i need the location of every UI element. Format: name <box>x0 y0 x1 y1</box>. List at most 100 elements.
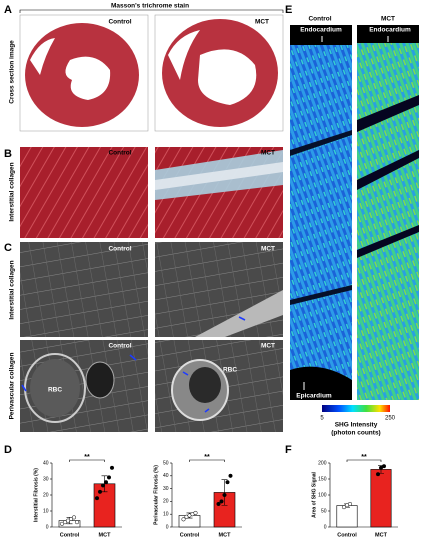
y-axis-label: Interstitial Fibrosis (%) <box>33 468 39 522</box>
y-tick-label: 10 <box>163 512 169 518</box>
group-label: MCT <box>261 150 275 157</box>
data-point <box>381 464 387 469</box>
rbc-label: RBC <box>223 367 237 374</box>
y-tick-label: 50 <box>163 460 169 466</box>
y-tick-label: 40 <box>163 473 169 479</box>
em-image <box>155 242 283 337</box>
data-point <box>181 517 186 522</box>
y-tick-label: 50 <box>321 508 327 514</box>
x-tick-label: Control <box>337 532 357 538</box>
group-label: Control <box>308 16 331 23</box>
panel-header: Masson's trichrome stain <box>111 3 189 10</box>
colorbar-tick: 250 <box>385 416 396 422</box>
significance: ** <box>84 454 90 461</box>
x-tick-label: Control <box>180 532 200 538</box>
region-label: Endocardium <box>300 27 342 34</box>
bar <box>370 469 392 528</box>
y-tick-label: 0 <box>166 524 169 530</box>
shg-image <box>290 25 352 400</box>
rbc <box>189 367 221 403</box>
data-point <box>375 472 381 477</box>
y-tick-label: 0 <box>324 524 327 530</box>
error-bar <box>101 475 108 493</box>
em-image <box>20 242 148 337</box>
histology-image <box>20 147 148 238</box>
y-tick-label: 30 <box>43 476 49 482</box>
bar <box>336 505 358 528</box>
background <box>290 366 352 400</box>
arrow <box>21 316 246 413</box>
group-label: Control <box>108 19 131 26</box>
data-point <box>228 473 233 478</box>
data-point <box>347 501 353 507</box>
lumen <box>30 38 55 75</box>
error-bar <box>221 479 228 506</box>
data-point <box>341 505 347 510</box>
colorbar-tick: 5 <box>320 416 324 422</box>
group-label: Control <box>108 150 131 157</box>
panel-letter: E <box>285 4 292 16</box>
background <box>357 25 419 43</box>
y-tick-label: 30 <box>163 486 169 492</box>
row-label: Cross section image <box>9 40 16 104</box>
significance: ** <box>361 454 367 461</box>
collagen <box>155 162 283 190</box>
y-tick-label: 20 <box>43 492 49 498</box>
panel-letter: F <box>285 444 292 456</box>
significance-bracket <box>346 459 382 462</box>
x-tick-label: Control <box>60 532 80 538</box>
bracket <box>19 9 284 13</box>
row-label: Interstitial collagen <box>9 260 16 319</box>
colorbar-label: SHG Intensity <box>335 422 378 429</box>
group-label: MCT <box>381 16 395 23</box>
y-tick-label: 200 <box>318 460 327 466</box>
group-label: MCT <box>255 19 269 26</box>
gap <box>357 95 419 258</box>
collagen <box>195 290 283 337</box>
group-label: Control <box>108 246 131 253</box>
data-point <box>106 475 112 480</box>
vessel <box>24 353 86 423</box>
y-tick-label: 0 <box>46 524 49 530</box>
row-label: Perivascular collagen <box>9 353 16 420</box>
panel-letter: B <box>4 148 12 160</box>
shg-image <box>357 25 419 400</box>
data-point <box>94 496 100 501</box>
y-tick-label: 150 <box>318 476 327 482</box>
row-label: Interstitial collagen <box>9 162 16 221</box>
lumen <box>65 56 111 100</box>
data-point <box>225 480 230 485</box>
significance-bracket <box>69 459 105 462</box>
rbc <box>30 359 80 417</box>
data-point <box>109 465 115 470</box>
background <box>290 25 352 45</box>
y-tick-label: 20 <box>163 499 169 505</box>
data-point <box>219 499 224 504</box>
panel-letter: D <box>4 444 12 456</box>
gap <box>290 130 352 305</box>
data-point <box>222 492 227 498</box>
y-tick-label: 100 <box>318 492 327 498</box>
significance: ** <box>204 454 210 461</box>
group-label: MCT <box>261 343 275 350</box>
group-label: MCT <box>261 246 275 253</box>
data-point <box>103 480 109 485</box>
rbc-label: RBC <box>48 387 62 394</box>
nucleus <box>85 361 115 399</box>
panel-letter: C <box>4 242 12 254</box>
colorbar <box>322 405 390 412</box>
y-tick-label: 10 <box>43 508 49 514</box>
arrow <box>303 36 389 390</box>
data-point <box>71 515 77 520</box>
data-point <box>193 510 198 515</box>
region-label: Endocardium <box>369 27 411 34</box>
x-tick-label: MCT <box>99 532 112 538</box>
data-point <box>97 489 103 494</box>
lumen <box>198 49 257 105</box>
panel-letter: A <box>4 4 12 16</box>
region-label: Epicardium <box>296 393 332 400</box>
lumen <box>168 30 200 80</box>
group-label: Control <box>108 343 131 350</box>
x-tick-label: MCT <box>219 532 232 538</box>
